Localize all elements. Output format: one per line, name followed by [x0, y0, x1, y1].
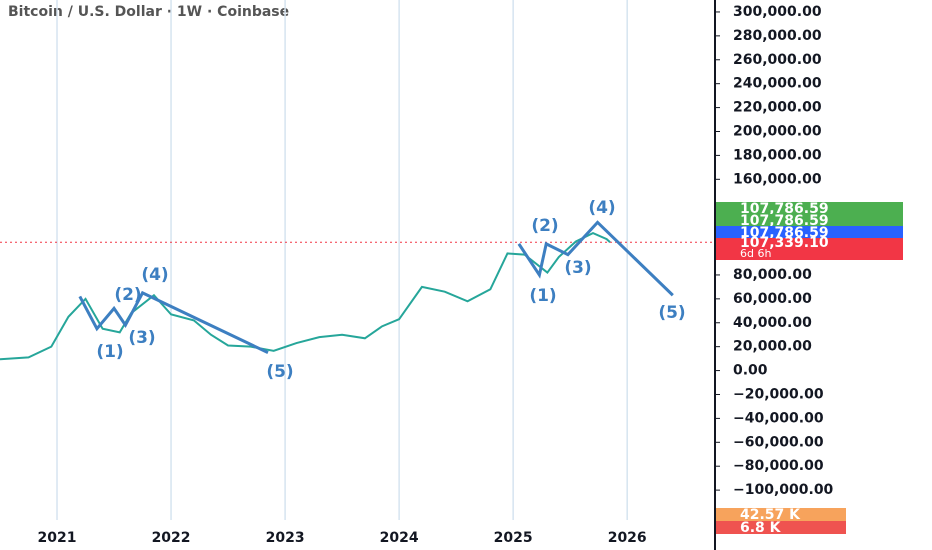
y-tick-label: 180,000.00 — [733, 147, 822, 163]
x-tick-label: 2023 — [266, 530, 305, 546]
wave-line — [78, 290, 269, 354]
x-tick-label: 2024 — [380, 530, 419, 546]
price-badge: 107,786.59 — [740, 213, 829, 229]
y-tick-label: −40,000.00 — [733, 410, 824, 426]
price-badge-bg — [716, 214, 903, 226]
price-badge: 107,786.59 — [740, 225, 829, 241]
volume-badge-bg — [716, 521, 846, 534]
wave-line — [517, 220, 674, 297]
volume-badge: 6.8 K — [740, 520, 782, 536]
price-badge-bg — [716, 226, 903, 238]
x-tick-label: 2026 — [608, 530, 647, 546]
wave-label: (1) — [529, 286, 556, 306]
wave-label: (3) — [128, 328, 155, 348]
y-tick-label: 260,000.00 — [733, 52, 822, 68]
y-tick-label: 20,000.00 — [733, 339, 812, 355]
chart-title: Bitcoin / U.S. Dollar · 1W · Coinbase — [8, 4, 289, 20]
y-tick-label: −20,000.00 — [733, 386, 824, 402]
y-tick-label: 0.00 — [733, 363, 768, 379]
volume-badge: 42.57 K — [740, 507, 801, 523]
y-tick-label: 280,000.00 — [733, 28, 822, 44]
y-tick-label: −60,000.00 — [733, 434, 824, 450]
wave-label: (5) — [658, 303, 685, 323]
last-price-bg — [716, 238, 903, 260]
y-tick-label: 160,000.00 — [733, 171, 822, 187]
y-tick-label: 300,000.00 — [733, 4, 822, 20]
wave-label: (2) — [531, 216, 558, 236]
wave-label: (4) — [588, 198, 615, 218]
y-tick-label: 60,000.00 — [733, 291, 812, 307]
wave-label: (3) — [564, 258, 591, 278]
countdown: 6d 6h — [740, 247, 771, 260]
y-tick-label: 80,000.00 — [733, 267, 812, 283]
wave-label: (5) — [266, 362, 293, 382]
price-badge: 107,786.59 — [740, 201, 829, 217]
y-tick-label: 220,000.00 — [733, 100, 822, 116]
wave-label: (1) — [96, 342, 123, 362]
y-tick-label: 240,000.00 — [733, 76, 822, 92]
x-tick-label: 2021 — [38, 530, 77, 546]
wave-label: (2) — [114, 285, 141, 305]
y-tick-label: 200,000.00 — [733, 123, 822, 139]
y-tick-label: −80,000.00 — [733, 458, 824, 474]
wave-label: (4) — [141, 265, 168, 285]
volume-badge-bg — [716, 508, 846, 521]
last-price-label: 107,339.10 — [740, 235, 829, 251]
y-tick-label: 40,000.00 — [733, 315, 812, 331]
y-tick-label: −100,000.00 — [733, 482, 834, 498]
x-tick-label: 2025 — [494, 530, 533, 546]
x-tick-label: 2022 — [152, 530, 191, 546]
price-badge-bg — [716, 202, 903, 214]
